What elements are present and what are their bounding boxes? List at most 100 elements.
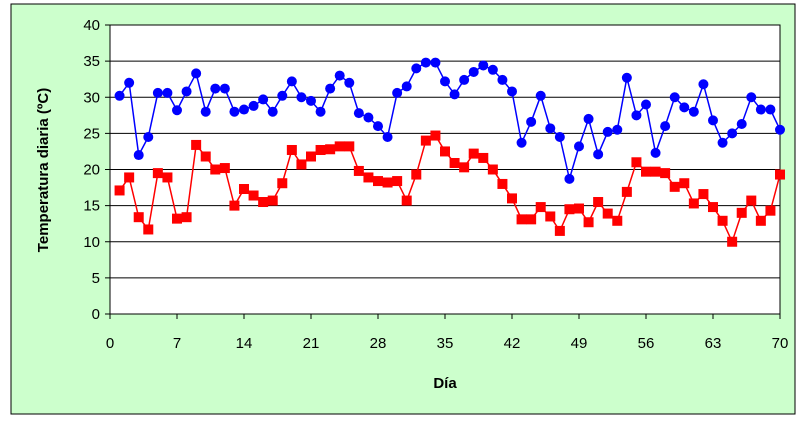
y-tick-label: 0	[92, 306, 100, 323]
point	[200, 106, 211, 117]
point	[449, 157, 460, 168]
point	[286, 76, 297, 87]
y-tick-label: 20	[83, 162, 100, 179]
point	[727, 128, 738, 139]
point	[267, 195, 278, 206]
point	[248, 100, 259, 111]
point	[440, 76, 450, 87]
point	[459, 162, 470, 173]
point	[152, 168, 163, 179]
point	[621, 186, 632, 197]
point	[535, 202, 546, 213]
point	[708, 202, 718, 213]
point	[114, 185, 125, 196]
point	[593, 149, 604, 160]
point	[325, 83, 336, 94]
point	[688, 106, 699, 117]
point	[468, 66, 479, 77]
point	[334, 141, 345, 152]
point	[152, 87, 163, 98]
point	[392, 176, 403, 187]
point	[554, 131, 565, 142]
point	[478, 60, 489, 71]
point	[574, 141, 584, 152]
point	[641, 99, 651, 110]
point	[430, 130, 441, 141]
point	[641, 166, 651, 177]
point	[449, 89, 460, 100]
point	[296, 92, 307, 103]
point	[334, 70, 345, 81]
point	[679, 178, 690, 189]
x-tick-label: 49	[571, 335, 588, 352]
point	[545, 211, 556, 222]
point	[507, 193, 517, 204]
point	[775, 169, 785, 180]
point	[239, 184, 249, 195]
point	[373, 176, 383, 187]
point	[746, 195, 757, 206]
point	[248, 190, 259, 201]
point	[717, 215, 728, 226]
point	[612, 124, 623, 135]
point	[660, 168, 671, 179]
point	[306, 151, 316, 162]
point	[315, 144, 326, 155]
point	[736, 118, 747, 129]
point	[219, 83, 230, 94]
x-tick-label: 0	[106, 335, 114, 352]
point	[124, 77, 135, 88]
point	[258, 94, 269, 105]
point	[478, 152, 489, 163]
x-tick-label: 7	[173, 335, 181, 352]
point	[258, 197, 269, 208]
point	[650, 166, 661, 177]
series-line	[118, 61, 781, 182]
point	[133, 212, 144, 223]
point	[430, 57, 441, 68]
point	[162, 87, 173, 98]
point	[526, 116, 537, 127]
point	[621, 72, 632, 83]
point	[353, 165, 364, 176]
point	[143, 131, 154, 142]
point	[411, 169, 422, 180]
point	[688, 198, 699, 209]
point	[507, 86, 517, 97]
x-tick-label: 42	[504, 335, 521, 352]
point	[143, 224, 154, 235]
point	[325, 144, 336, 155]
point	[210, 164, 221, 175]
point	[200, 151, 211, 162]
y-tick-label: 5	[92, 270, 100, 287]
point	[172, 213, 182, 224]
point	[210, 83, 221, 94]
y-tick-label: 15	[83, 198, 100, 215]
point	[535, 90, 546, 101]
point	[564, 204, 575, 215]
y-tick-label: 35	[83, 53, 100, 70]
point	[755, 215, 766, 226]
point	[487, 64, 498, 75]
point	[401, 81, 412, 92]
point	[181, 212, 192, 223]
point	[382, 131, 393, 142]
point	[516, 137, 527, 148]
point	[267, 106, 278, 117]
point	[631, 110, 642, 121]
point	[602, 208, 613, 219]
point	[545, 123, 556, 134]
point	[755, 104, 766, 115]
point	[373, 121, 383, 132]
point	[775, 124, 785, 135]
x-tick-label: 14	[236, 335, 253, 352]
point	[650, 147, 661, 158]
x-tick-label: 28	[370, 335, 387, 352]
point	[296, 159, 307, 170]
point	[219, 163, 230, 174]
series-line	[118, 134, 781, 244]
point	[181, 86, 192, 97]
point	[583, 217, 594, 228]
